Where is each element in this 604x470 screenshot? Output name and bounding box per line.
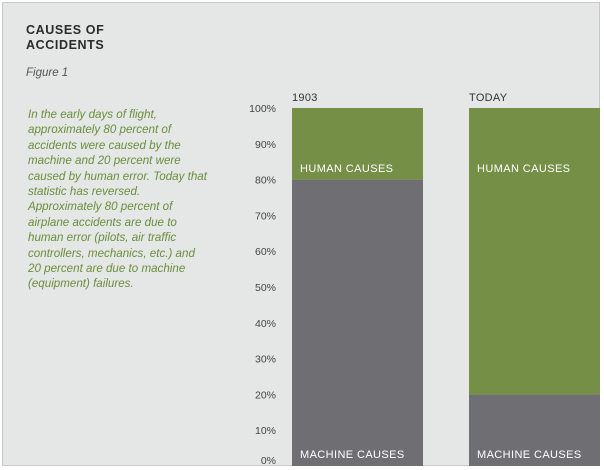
y-tick-label: 60% xyxy=(255,246,276,258)
bar-segment xyxy=(292,108,423,180)
bar-segment-label: MACHINE CAUSES xyxy=(300,449,405,461)
y-tick-label: 80% xyxy=(255,175,276,187)
y-tick-label: 100% xyxy=(249,103,276,115)
y-tick-label: 40% xyxy=(255,318,276,330)
y-tick-label: 30% xyxy=(255,354,276,366)
description-text: In the early days of flight, approximate… xyxy=(28,108,207,291)
y-tick-label: 90% xyxy=(255,139,276,151)
y-tick-label: 70% xyxy=(255,210,276,222)
figure-number-label: Figure 1 xyxy=(26,67,69,79)
y-tick-label: 20% xyxy=(255,389,276,401)
y-tick-label: 0% xyxy=(261,455,276,467)
y-tick-label: 10% xyxy=(255,425,276,437)
bar-segment xyxy=(292,179,423,466)
category-label: 1903 xyxy=(292,92,318,104)
category-label: TODAY xyxy=(469,92,508,104)
y-tick-label: 50% xyxy=(255,282,276,294)
bar-segment-label: HUMAN CAUSES xyxy=(477,163,570,175)
bar-segment-label: HUMAN CAUSES xyxy=(300,163,393,175)
bar-segment-label: MACHINE CAUSES xyxy=(477,449,582,461)
figure-title: CAUSES OF ACCIDENTS xyxy=(26,23,105,52)
bar-segment xyxy=(469,394,600,466)
bar-segment xyxy=(469,108,600,395)
